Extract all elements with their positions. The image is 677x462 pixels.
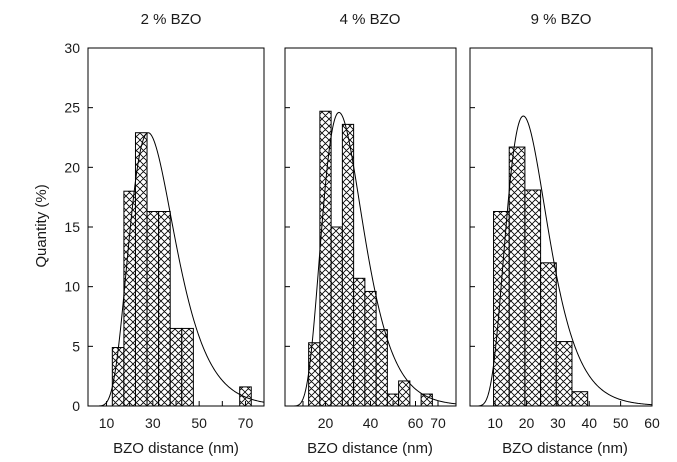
- x-tick-label: 30: [550, 415, 566, 431]
- x-tick-label: 40: [363, 415, 379, 431]
- histogram-bar: [555, 341, 573, 407]
- histogram-bar: [123, 190, 136, 407]
- histogram-bar: [540, 262, 557, 407]
- x-tick-label: 70: [238, 415, 254, 431]
- y-axis-label: Quantity (%): [33, 184, 50, 267]
- histogram-bar: [319, 110, 332, 407]
- histogram-bar: [571, 391, 589, 407]
- panel-2pct-bzo: 2 % BZO BZO distance (nm) Quantity (%) 1…: [33, 11, 265, 457]
- y-tick-label: 15: [64, 219, 80, 235]
- x-tick-label: 50: [191, 415, 207, 431]
- x-tick-label: 50: [613, 415, 629, 431]
- histogram-bar: [169, 327, 183, 407]
- fit-curve: [90, 132, 265, 407]
- panel-9pct-bzo: 9 % BZO BZO distance (nm) 10 20 30 40 50 60: [469, 11, 660, 457]
- histogram-bar: [181, 327, 194, 407]
- x-tick-label: 20: [318, 415, 334, 431]
- x-axis-label: BZO distance (nm): [113, 440, 239, 457]
- y-tick-label: 5: [72, 338, 80, 354]
- y-tick-label: 30: [64, 40, 80, 56]
- histogram-bar: [508, 146, 526, 407]
- panel-4pct-bzo: 4 % BZO BZO distance (nm) 20 40 60 70: [284, 11, 457, 457]
- y-tick-label: 20: [64, 159, 80, 175]
- histogram-bar: [158, 210, 171, 407]
- histogram-bar: [398, 380, 411, 407]
- histogram-bar: [493, 210, 510, 407]
- panel-title: 9 % BZO: [531, 11, 592, 28]
- x-tick-label: 60: [408, 415, 424, 431]
- x-tick-label: 10: [487, 415, 503, 431]
- x-tick-label: 40: [581, 415, 597, 431]
- x-tick-label: 30: [145, 415, 161, 431]
- panel-title: 4 % BZO: [340, 11, 401, 28]
- histogram-bar: [330, 226, 343, 407]
- x-axis-label: BZO distance (nm): [502, 440, 628, 457]
- x-tick-label: 10: [99, 415, 115, 431]
- panel-title: 2 % BZO: [141, 11, 202, 28]
- x-axis-label: BZO distance (nm): [307, 440, 433, 457]
- y-tick-label: 25: [64, 100, 80, 116]
- histogram-bar: [420, 393, 433, 407]
- histogram-bar: [134, 132, 148, 407]
- x-tick-label: 60: [644, 415, 660, 431]
- x-tick-label: 70: [430, 415, 446, 431]
- histogram-bar: [375, 329, 388, 407]
- histogram-bar: [308, 342, 321, 407]
- x-tick-label: 20: [519, 415, 535, 431]
- histogram-bar: [146, 210, 160, 407]
- histogram-bar: [524, 189, 542, 407]
- fit-curve: [287, 111, 457, 407]
- fit-curve: [473, 115, 653, 407]
- histogram-bar: [353, 277, 366, 407]
- y-tick-label: 10: [64, 279, 80, 295]
- y-tick-label: 0: [72, 398, 80, 414]
- histogram-bar: [364, 290, 377, 407]
- histogram-bar: [341, 123, 355, 407]
